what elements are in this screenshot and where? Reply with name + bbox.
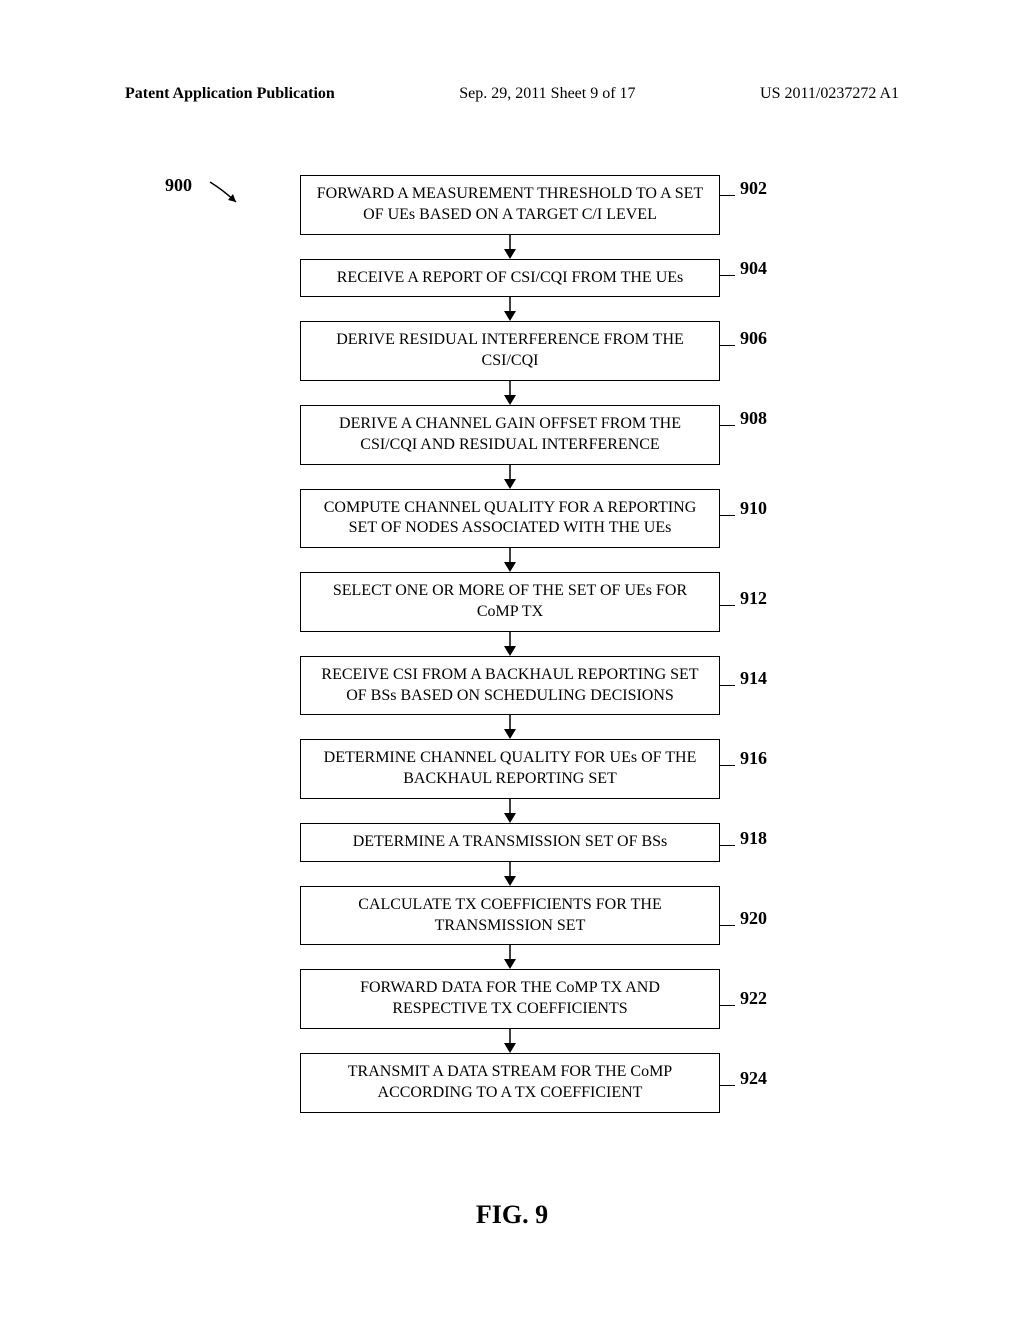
step-connector-line (720, 765, 735, 766)
step-connector-line (720, 845, 735, 846)
step-number-label: 908 (740, 408, 767, 429)
step-connector-line (720, 685, 735, 686)
step-connector-line (720, 345, 735, 346)
step-number-label: 914 (740, 668, 767, 689)
header-publication: Patent Application Publication (125, 85, 335, 103)
step-number-label: 902 (740, 178, 767, 199)
step-number-label: 918 (740, 828, 767, 849)
flow-arrow-down-icon (300, 548, 720, 572)
step-number-label: 920 (740, 908, 767, 929)
flow-step-box: CALCULATE TX COEFFICIENTS FOR THE TRANSM… (300, 886, 720, 946)
step-connector-line (720, 1085, 735, 1086)
header-date-sheet: Sep. 29, 2011 Sheet 9 of 17 (459, 85, 635, 103)
step-connector-line (720, 275, 735, 276)
step-connector-line (720, 425, 735, 426)
flow-arrow-down-icon (300, 235, 720, 259)
step-connector-line (720, 515, 735, 516)
flow-step-box: TRANSMIT A DATA STREAM FOR THE CoMP ACCO… (300, 1053, 720, 1113)
step-number-label: 922 (740, 988, 767, 1009)
step-connector-line (720, 195, 735, 196)
flow-arrow-down-icon (300, 945, 720, 969)
figure-caption: FIG. 9 (0, 1200, 1024, 1230)
flow-arrow-down-icon (300, 715, 720, 739)
flowchart: FORWARD A MEASUREMENT THRESHOLD TO A SET… (300, 175, 720, 1113)
flow-arrow-down-icon (300, 799, 720, 823)
flow-arrow-down-icon (300, 632, 720, 656)
flow-arrow-down-icon (300, 381, 720, 405)
flow-arrow-down-icon (300, 465, 720, 489)
step-number-label: 924 (740, 1068, 767, 1089)
flowchart-reference-number: 900 (165, 175, 192, 196)
flow-arrow-down-icon (300, 862, 720, 886)
flowchart-reference-arrow-icon (208, 180, 248, 210)
flow-arrow-down-icon (300, 297, 720, 321)
flow-step-box: FORWARD A MEASUREMENT THRESHOLD TO A SET… (300, 175, 720, 235)
step-connector-line (720, 1005, 735, 1006)
step-number-label: 916 (740, 748, 767, 769)
step-number-label: 910 (740, 498, 767, 519)
step-connector-line (720, 925, 735, 926)
flow-step-box: DETERMINE A TRANSMISSION SET OF BSs (300, 823, 720, 862)
flow-step-box: COMPUTE CHANNEL QUALITY FOR A REPORTING … (300, 489, 720, 549)
header-patent-number: US 2011/0237272 A1 (760, 85, 899, 103)
step-connector-line (720, 605, 735, 606)
flow-step-box: DETERMINE CHANNEL QUALITY FOR UEs OF THE… (300, 739, 720, 799)
flow-arrow-down-icon (300, 1029, 720, 1053)
step-number-label: 912 (740, 588, 767, 609)
flow-step-box: RECEIVE A REPORT OF CSI/CQI FROM THE UEs (300, 259, 720, 298)
flow-step-box: RECEIVE CSI FROM A BACKHAUL REPORTING SE… (300, 656, 720, 716)
flow-step-box: SELECT ONE OR MORE OF THE SET OF UEs FOR… (300, 572, 720, 632)
step-number-label: 906 (740, 328, 767, 349)
page-header: Patent Application Publication Sep. 29, … (0, 0, 1024, 103)
flow-step-box: DERIVE RESIDUAL INTERFERENCE FROM THE CS… (300, 321, 720, 381)
flow-step-box: FORWARD DATA FOR THE CoMP TX AND RESPECT… (300, 969, 720, 1029)
step-number-label: 904 (740, 258, 767, 279)
flow-step-box: DERIVE A CHANNEL GAIN OFFSET FROM THE CS… (300, 405, 720, 465)
